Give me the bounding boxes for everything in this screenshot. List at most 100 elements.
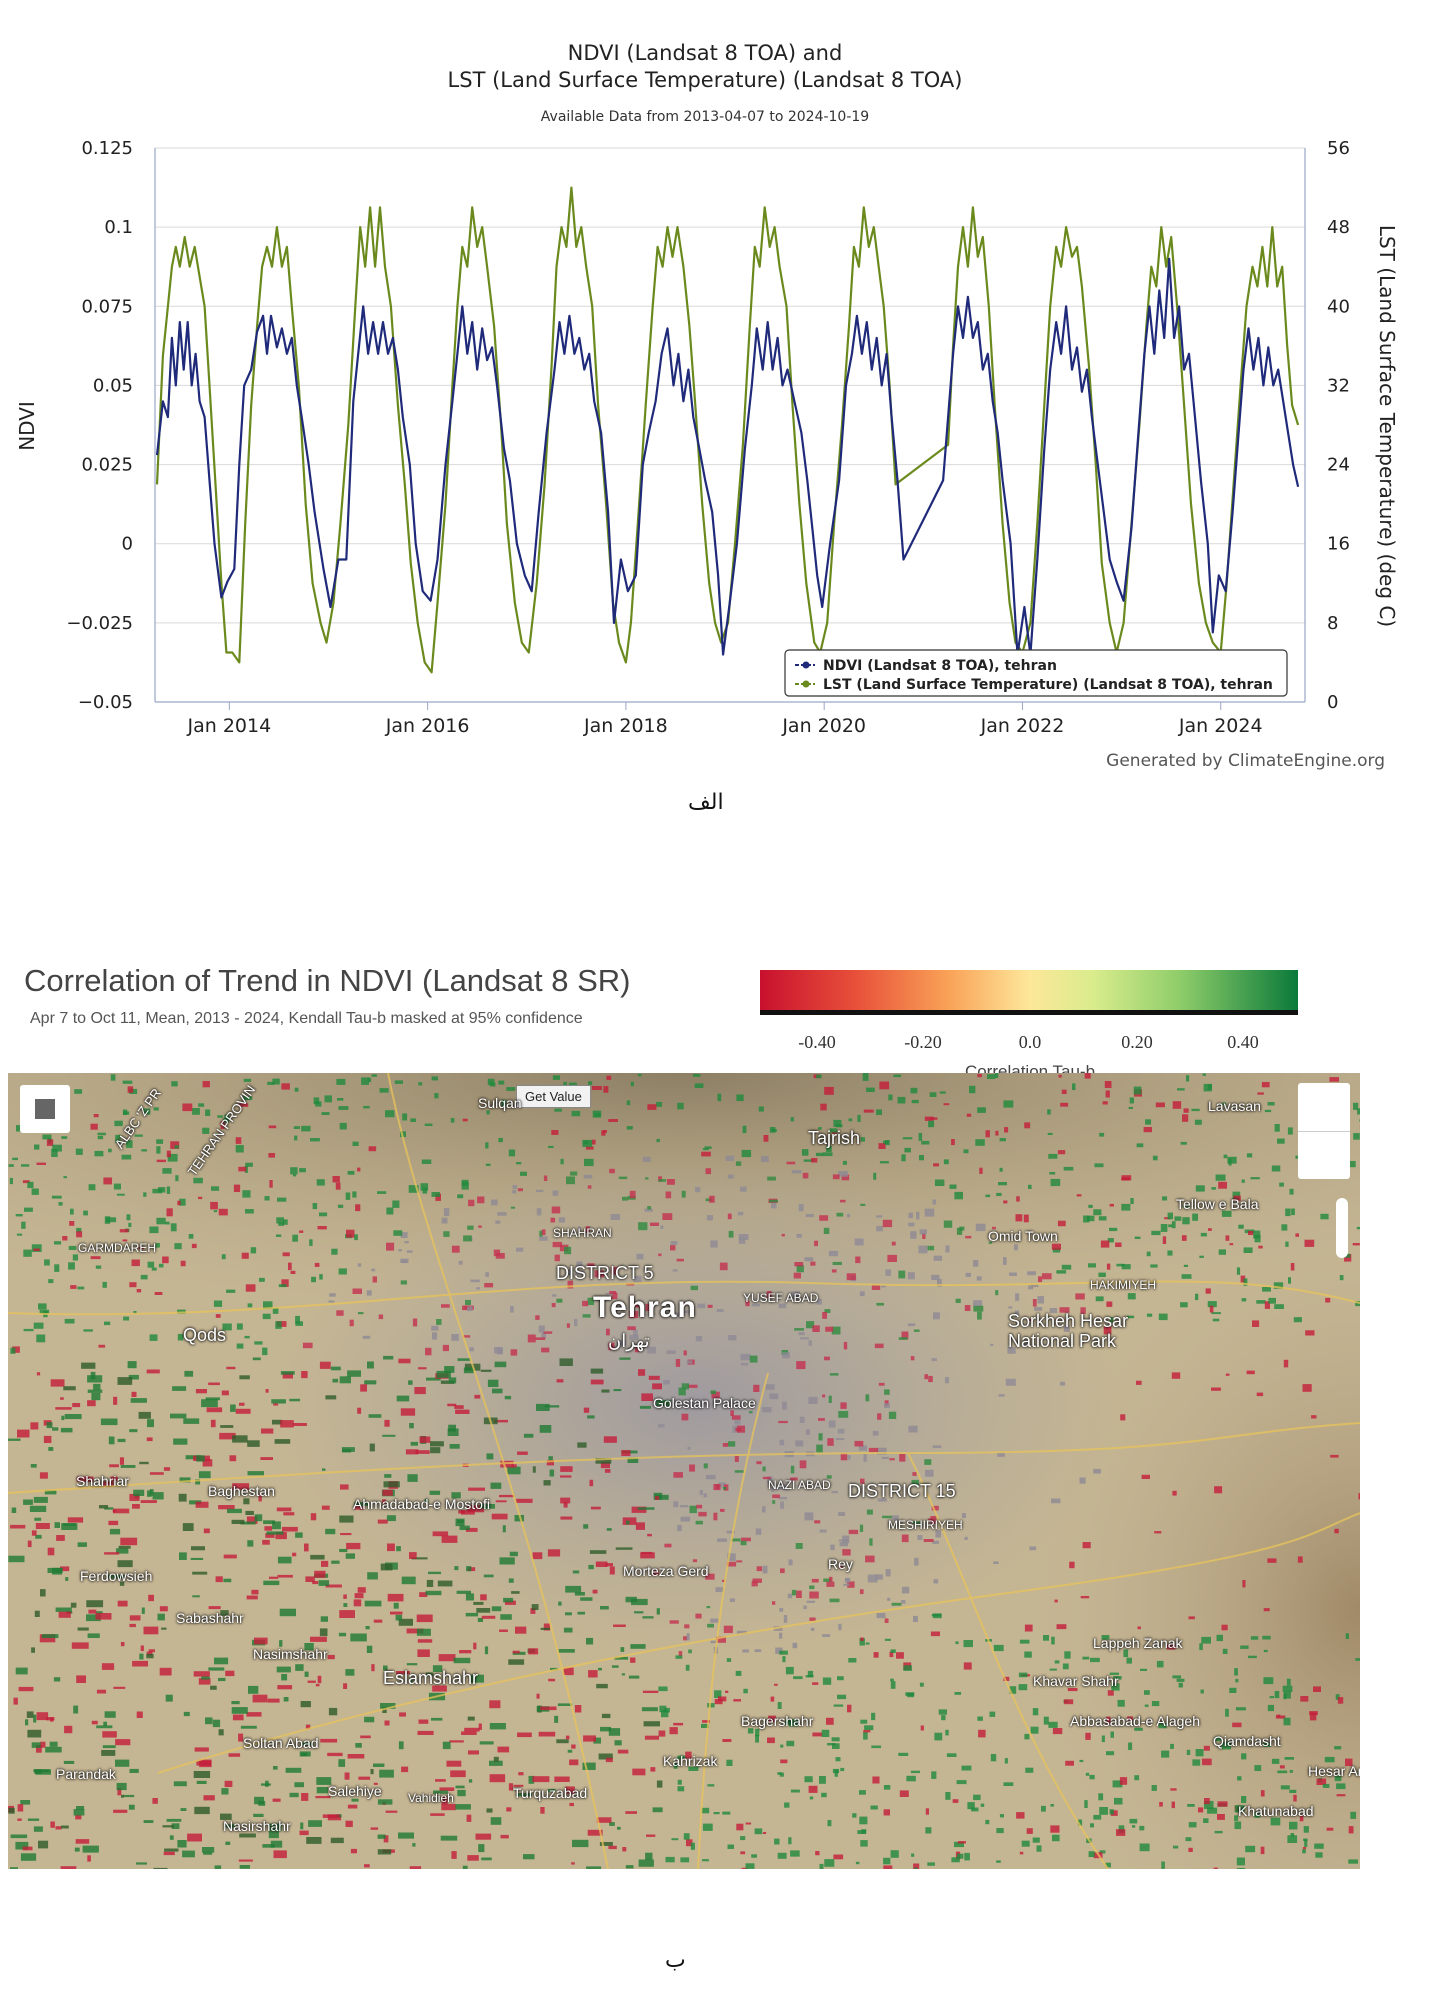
- vegetation-pixel: [55, 1607, 72, 1612]
- vegetation-pixel: [1295, 1233, 1299, 1237]
- get-value-button[interactable]: Get Value: [516, 1085, 591, 1108]
- vegetation-pixel: [541, 1347, 550, 1353]
- vegetation-pixel: [485, 1142, 489, 1149]
- vegetation-pixel: [977, 1074, 982, 1078]
- zoom-slider[interactable]: [1336, 1198, 1348, 1258]
- vegetation-pixel: [637, 1507, 655, 1510]
- vegetation-pixel: [490, 1817, 502, 1825]
- vegetation-pixel: [299, 1830, 309, 1836]
- vegetation-pixel: [582, 1300, 589, 1307]
- legend-lst: LST (Land Surface Temperature) (Landsat …: [823, 677, 1273, 693]
- vegetation-pixel: [272, 1521, 281, 1530]
- lst-series-line: [155, 186, 1300, 674]
- vegetation-pixel: [1129, 1818, 1138, 1824]
- vegetation-pixel: [76, 1231, 83, 1238]
- vegetation-pixel: [60, 1866, 77, 1869]
- vegetation-pixel: [912, 1521, 922, 1524]
- vegetation-pixel: [264, 1526, 273, 1531]
- vegetation-pixel: [491, 1513, 508, 1520]
- vegetation-pixel: [918, 1132, 923, 1141]
- vegetation-pixel: [772, 1601, 776, 1605]
- vegetation-pixel: [279, 1640, 283, 1647]
- vegetation-pixel: [656, 1399, 671, 1406]
- vegetation-pixel: [491, 1606, 502, 1612]
- vegetation-pixel: [148, 1594, 154, 1602]
- vegetation-pixel: [985, 1194, 991, 1198]
- map-canvas[interactable]: Get Value ALBC 'Z PR TEHRAN PROVIN Sulqa…: [8, 1073, 1360, 1869]
- vegetation-pixel: [962, 1513, 966, 1518]
- vegetation-pixel: [1246, 1153, 1253, 1158]
- vegetation-pixel: [195, 1479, 201, 1485]
- vegetation-pixel: [1267, 1704, 1274, 1712]
- vegetation-pixel: [10, 1867, 18, 1869]
- vegetation-pixel: [273, 1403, 279, 1406]
- vegetation-pixel: [25, 1719, 29, 1726]
- vegetation-pixel: [571, 1862, 575, 1865]
- vegetation-pixel: [840, 1199, 846, 1203]
- vegetation-pixel: [565, 1786, 575, 1794]
- vegetation-pixel: [1203, 1818, 1209, 1823]
- vegetation-pixel: [1043, 1716, 1049, 1725]
- map-layer-toggle[interactable]: [20, 1085, 70, 1133]
- vegetation-pixel: [75, 1148, 83, 1155]
- vegetation-pixel: [1183, 1108, 1189, 1113]
- vegetation-pixel: [574, 1592, 585, 1596]
- vegetation-pixel: [625, 1596, 637, 1603]
- vegetation-pixel: [22, 1180, 30, 1184]
- vegetation-pixel: [1056, 1624, 1067, 1630]
- vegetation-pixel: [116, 1193, 125, 1196]
- vegetation-pixel: [822, 1634, 831, 1637]
- vegetation-pixel: [383, 1355, 394, 1360]
- vegetation-pixel: [282, 1526, 298, 1532]
- vegetation-pixel: [1067, 1688, 1078, 1692]
- vegetation-pixel: [837, 1694, 847, 1700]
- vegetation-pixel: [752, 1578, 762, 1583]
- vegetation-pixel: [193, 1771, 211, 1778]
- vegetation-pixel: [76, 1476, 94, 1482]
- vegetation-pixel: [782, 1401, 787, 1410]
- vegetation-pixel: [443, 1208, 450, 1217]
- vegetation-pixel: [1159, 1802, 1163, 1807]
- vegetation-pixel: [828, 1395, 832, 1403]
- vegetation-pixel: [930, 1631, 940, 1637]
- zoom-controls[interactable]: [1298, 1083, 1350, 1179]
- vegetation-pixel: [465, 1299, 471, 1305]
- vegetation-pixel: [1069, 1561, 1075, 1569]
- vegetation-pixel: [466, 1566, 472, 1572]
- vegetation-pixel: [338, 1106, 349, 1110]
- vegetation-pixel: [790, 1465, 795, 1474]
- vegetation-pixel: [398, 1741, 404, 1750]
- vegetation-pixel: [807, 1670, 814, 1678]
- vegetation-pixel: [386, 1242, 395, 1251]
- vegetation-pixel: [706, 1474, 716, 1480]
- vegetation-pixel: [753, 1384, 760, 1392]
- map-label: Nasirshahr: [223, 1818, 291, 1834]
- vegetation-pixel: [40, 1589, 46, 1597]
- vegetation-pixel: [570, 1171, 578, 1176]
- vegetation-pixel: [802, 1172, 809, 1179]
- vegetation-pixel: [722, 1739, 732, 1742]
- vegetation-pixel: [643, 1721, 660, 1727]
- vegetation-pixel: [166, 1818, 182, 1822]
- vegetation-pixel: [15, 1667, 28, 1675]
- vegetation-pixel: [833, 1854, 844, 1860]
- vegetation-pixel: [343, 1683, 348, 1689]
- vegetation-pixel: [143, 1626, 159, 1635]
- vegetation-pixel: [1267, 1102, 1275, 1106]
- vegetation-pixel: [104, 1216, 111, 1224]
- vegetation-pixel: [843, 1341, 848, 1350]
- vegetation-pixel: [285, 1767, 302, 1773]
- vegetation-pixel: [871, 1712, 876, 1721]
- vegetation-pixel: [928, 1518, 935, 1521]
- vegetation-pixel: [434, 1093, 439, 1099]
- vegetation-pixel: [1277, 1138, 1285, 1144]
- vegetation-pixel: [898, 1752, 909, 1756]
- vegetation-pixel: [536, 1693, 540, 1699]
- vegetation-pixel: [609, 1291, 616, 1294]
- vegetation-pixel: [793, 1676, 803, 1680]
- vegetation-pixel: [382, 1434, 396, 1437]
- map-label: Tellow e Bala: [1176, 1196, 1259, 1212]
- vegetation-pixel: [703, 1463, 708, 1469]
- vegetation-pixel: [985, 1819, 990, 1825]
- vegetation-pixel: [1289, 1789, 1297, 1793]
